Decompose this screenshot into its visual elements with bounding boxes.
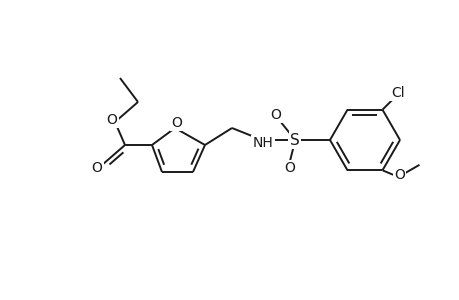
Text: NH: NH — [252, 136, 273, 150]
Text: S: S — [290, 133, 299, 148]
Text: Cl: Cl — [391, 86, 404, 100]
Text: O: O — [393, 168, 404, 182]
Text: O: O — [106, 113, 117, 127]
Text: O: O — [270, 108, 281, 122]
Text: O: O — [171, 116, 182, 130]
Text: O: O — [284, 161, 295, 175]
Text: O: O — [91, 161, 102, 175]
